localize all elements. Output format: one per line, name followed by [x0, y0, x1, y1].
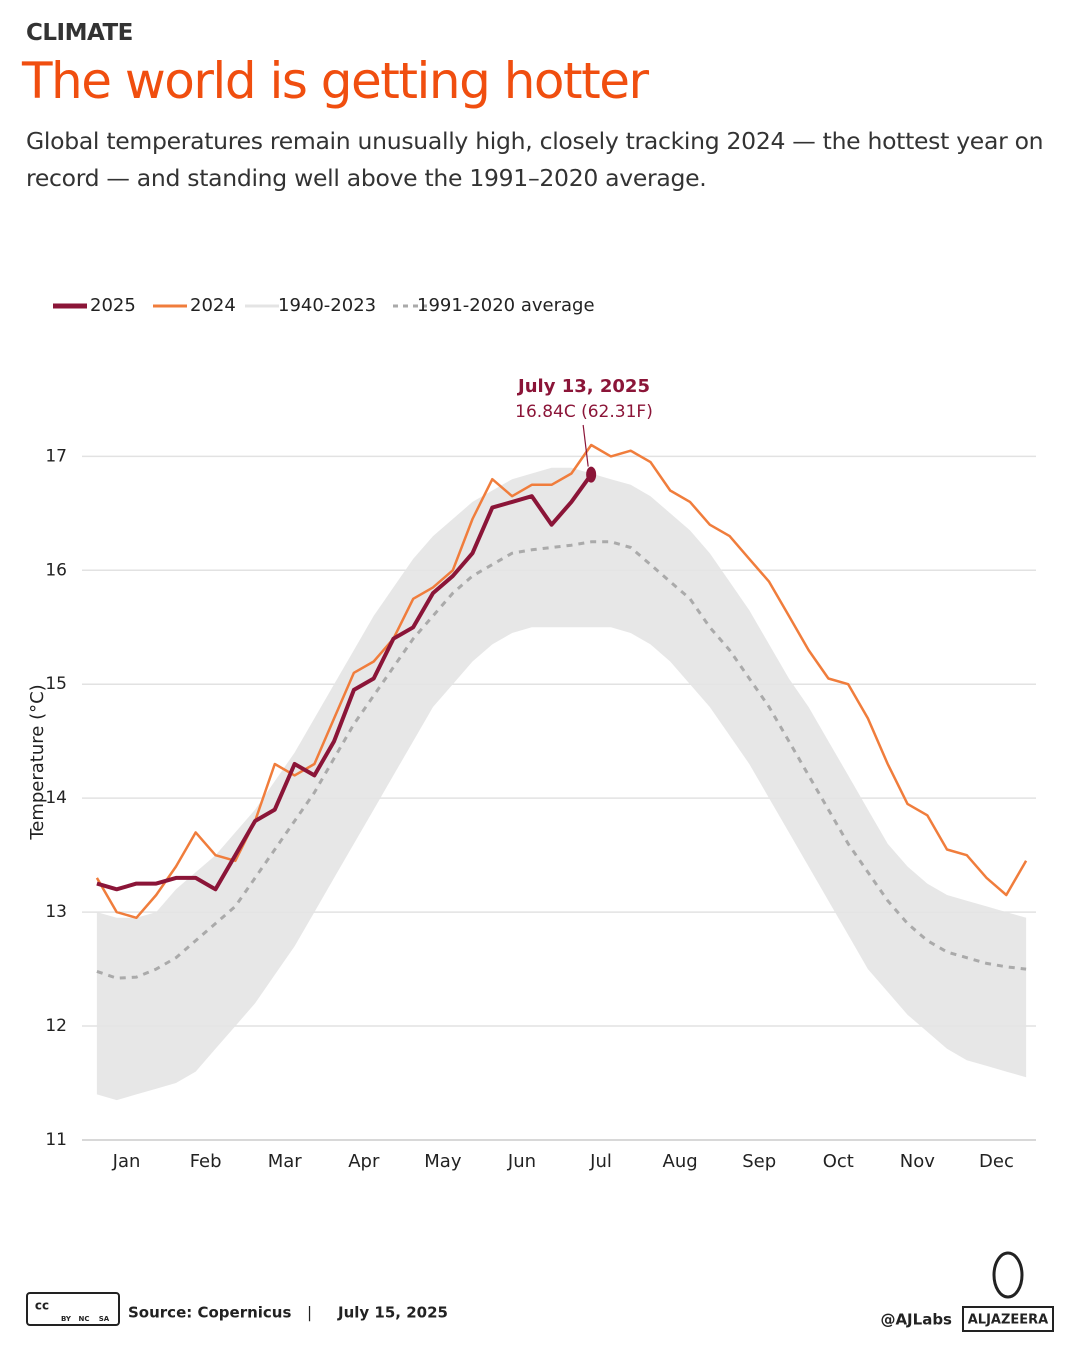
annotation-text: 16.84C (62.31F) — [515, 402, 653, 422]
x-tick-label: Dec — [979, 1151, 1014, 1172]
license-text: BY — [61, 1315, 72, 1323]
kicker: CLIMATE — [26, 20, 133, 46]
y-tick-label: 13 — [45, 902, 67, 922]
x-tick-label: Jun — [507, 1151, 536, 1172]
x-tick-label: Apr — [348, 1151, 380, 1172]
brand-box — [962, 1306, 1054, 1332]
separator: | — [307, 1304, 312, 1322]
license-text: SA — [99, 1315, 110, 1323]
license-badge — [26, 1292, 120, 1326]
license-text: NC — [79, 1315, 90, 1323]
x-tick-label: May — [424, 1151, 462, 1172]
highlight-point — [586, 466, 597, 483]
y-tick-label: 16 — [45, 560, 67, 580]
annotation-title: July 13, 2025 — [516, 376, 650, 397]
y-tick-label: 15 — [45, 674, 67, 694]
series-line — [96, 473, 593, 892]
y-tick-label: 14 — [45, 788, 67, 808]
logo-mark — [992, 1251, 1024, 1299]
y-tick-label: 12 — [45, 1016, 67, 1036]
x-tick-label: Oct — [823, 1151, 854, 1172]
x-tick-label: Aug — [663, 1151, 698, 1172]
series-line — [96, 540, 1027, 980]
y-tick-label: 11 — [45, 1130, 67, 1150]
date: July 15, 2025 — [337, 1304, 448, 1322]
range-band — [96, 467, 1027, 1101]
x-tick-label: Mar — [268, 1151, 303, 1172]
x-tick-label: Sep — [742, 1151, 776, 1172]
legend-label: 2024 — [190, 295, 236, 316]
x-tick-label: Jan — [112, 1151, 141, 1172]
x-tick-label: Nov — [900, 1151, 935, 1172]
subtitle: Global temperatures remain unusually hig… — [26, 127, 1044, 192]
annotation-leader — [582, 424, 589, 467]
x-tick-label: Feb — [190, 1151, 222, 1172]
brand: ALJAZEERA — [968, 1313, 1049, 1328]
y-axis-label: Temperature (°C) — [27, 684, 48, 840]
license-text: cc — [35, 1299, 49, 1313]
legend-label: 1940-2023 — [278, 295, 376, 316]
legend-label: 1991-2020 average — [417, 295, 595, 316]
legend-label: 2025 — [90, 295, 136, 316]
y-tick-label: 17 — [45, 446, 67, 466]
x-tick-label: Jul — [589, 1151, 612, 1172]
source: Source: Copernicus — [128, 1304, 291, 1322]
title: The world is getting hotter — [22, 52, 649, 110]
handle: @AJLabs — [880, 1311, 952, 1329]
